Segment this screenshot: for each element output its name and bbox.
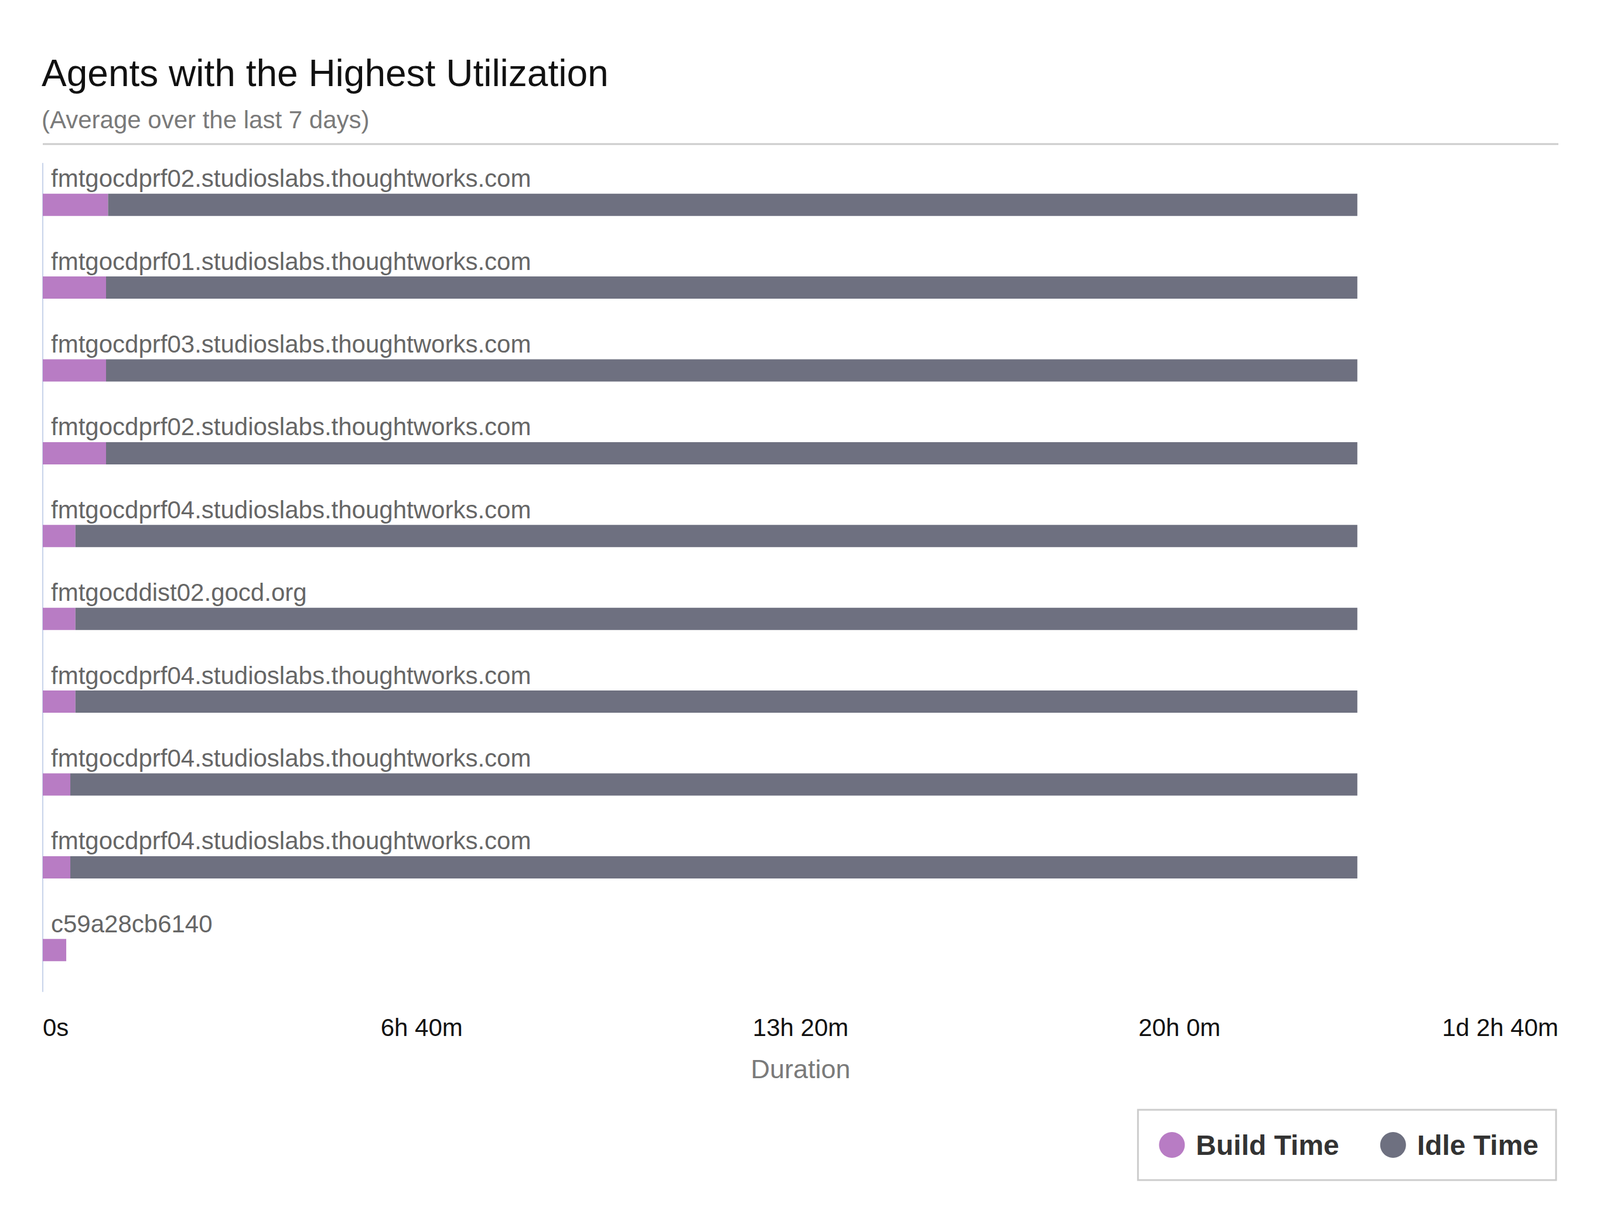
svg-text:1d 2h 40m: 1d 2h 40m <box>1442 1014 1559 1042</box>
svg-text:Duration: Duration <box>750 1054 851 1085</box>
svg-text:Idle Time: Idle Time <box>1417 1130 1539 1162</box>
svg-text:(Average over the last 7 days): (Average over the last 7 days) <box>41 106 370 134</box>
svg-text:fmtgocdprf02.studioslabs.thoug: fmtgocdprf02.studioslabs.thoughtworks.co… <box>50 164 531 193</box>
svg-text:fmtgocddist02.gocd.org: fmtgocddist02.gocd.org <box>50 578 307 607</box>
svg-text:20h 0m: 20h 0m <box>1138 1014 1221 1042</box>
svg-text:6h 40m: 6h 40m <box>380 1014 463 1042</box>
svg-text:Agents with the Highest Utiliz: Agents with the Highest Utilization <box>41 52 609 95</box>
svg-text:fmtgocdprf04.studioslabs.thoug: fmtgocdprf04.studioslabs.thoughtworks.co… <box>50 827 531 855</box>
svg-text:fmtgocdprf01.studioslabs.thoug: fmtgocdprf01.studioslabs.thoughtworks.co… <box>50 247 531 276</box>
svg-text:fmtgocdprf04.studioslabs.thoug: fmtgocdprf04.studioslabs.thoughtworks.co… <box>50 496 531 524</box>
svg-text:0s: 0s <box>42 1014 69 1042</box>
svg-text:fmtgocdprf02.studioslabs.thoug: fmtgocdprf02.studioslabs.thoughtworks.co… <box>50 413 531 441</box>
svg-text:c59a28cb6140: c59a28cb6140 <box>50 910 213 938</box>
svg-text:fmtgocdprf04.studioslabs.thoug: fmtgocdprf04.studioslabs.thoughtworks.co… <box>50 744 531 773</box>
svg-text:fmtgocdprf03.studioslabs.thoug: fmtgocdprf03.studioslabs.thoughtworks.co… <box>50 330 531 358</box>
svg-text:fmtgocdprf04.studioslabs.thoug: fmtgocdprf04.studioslabs.thoughtworks.co… <box>50 662 531 690</box>
svg-text:13h 20m: 13h 20m <box>752 1014 849 1042</box>
svg-text:Build Time: Build Time <box>1195 1130 1339 1162</box>
